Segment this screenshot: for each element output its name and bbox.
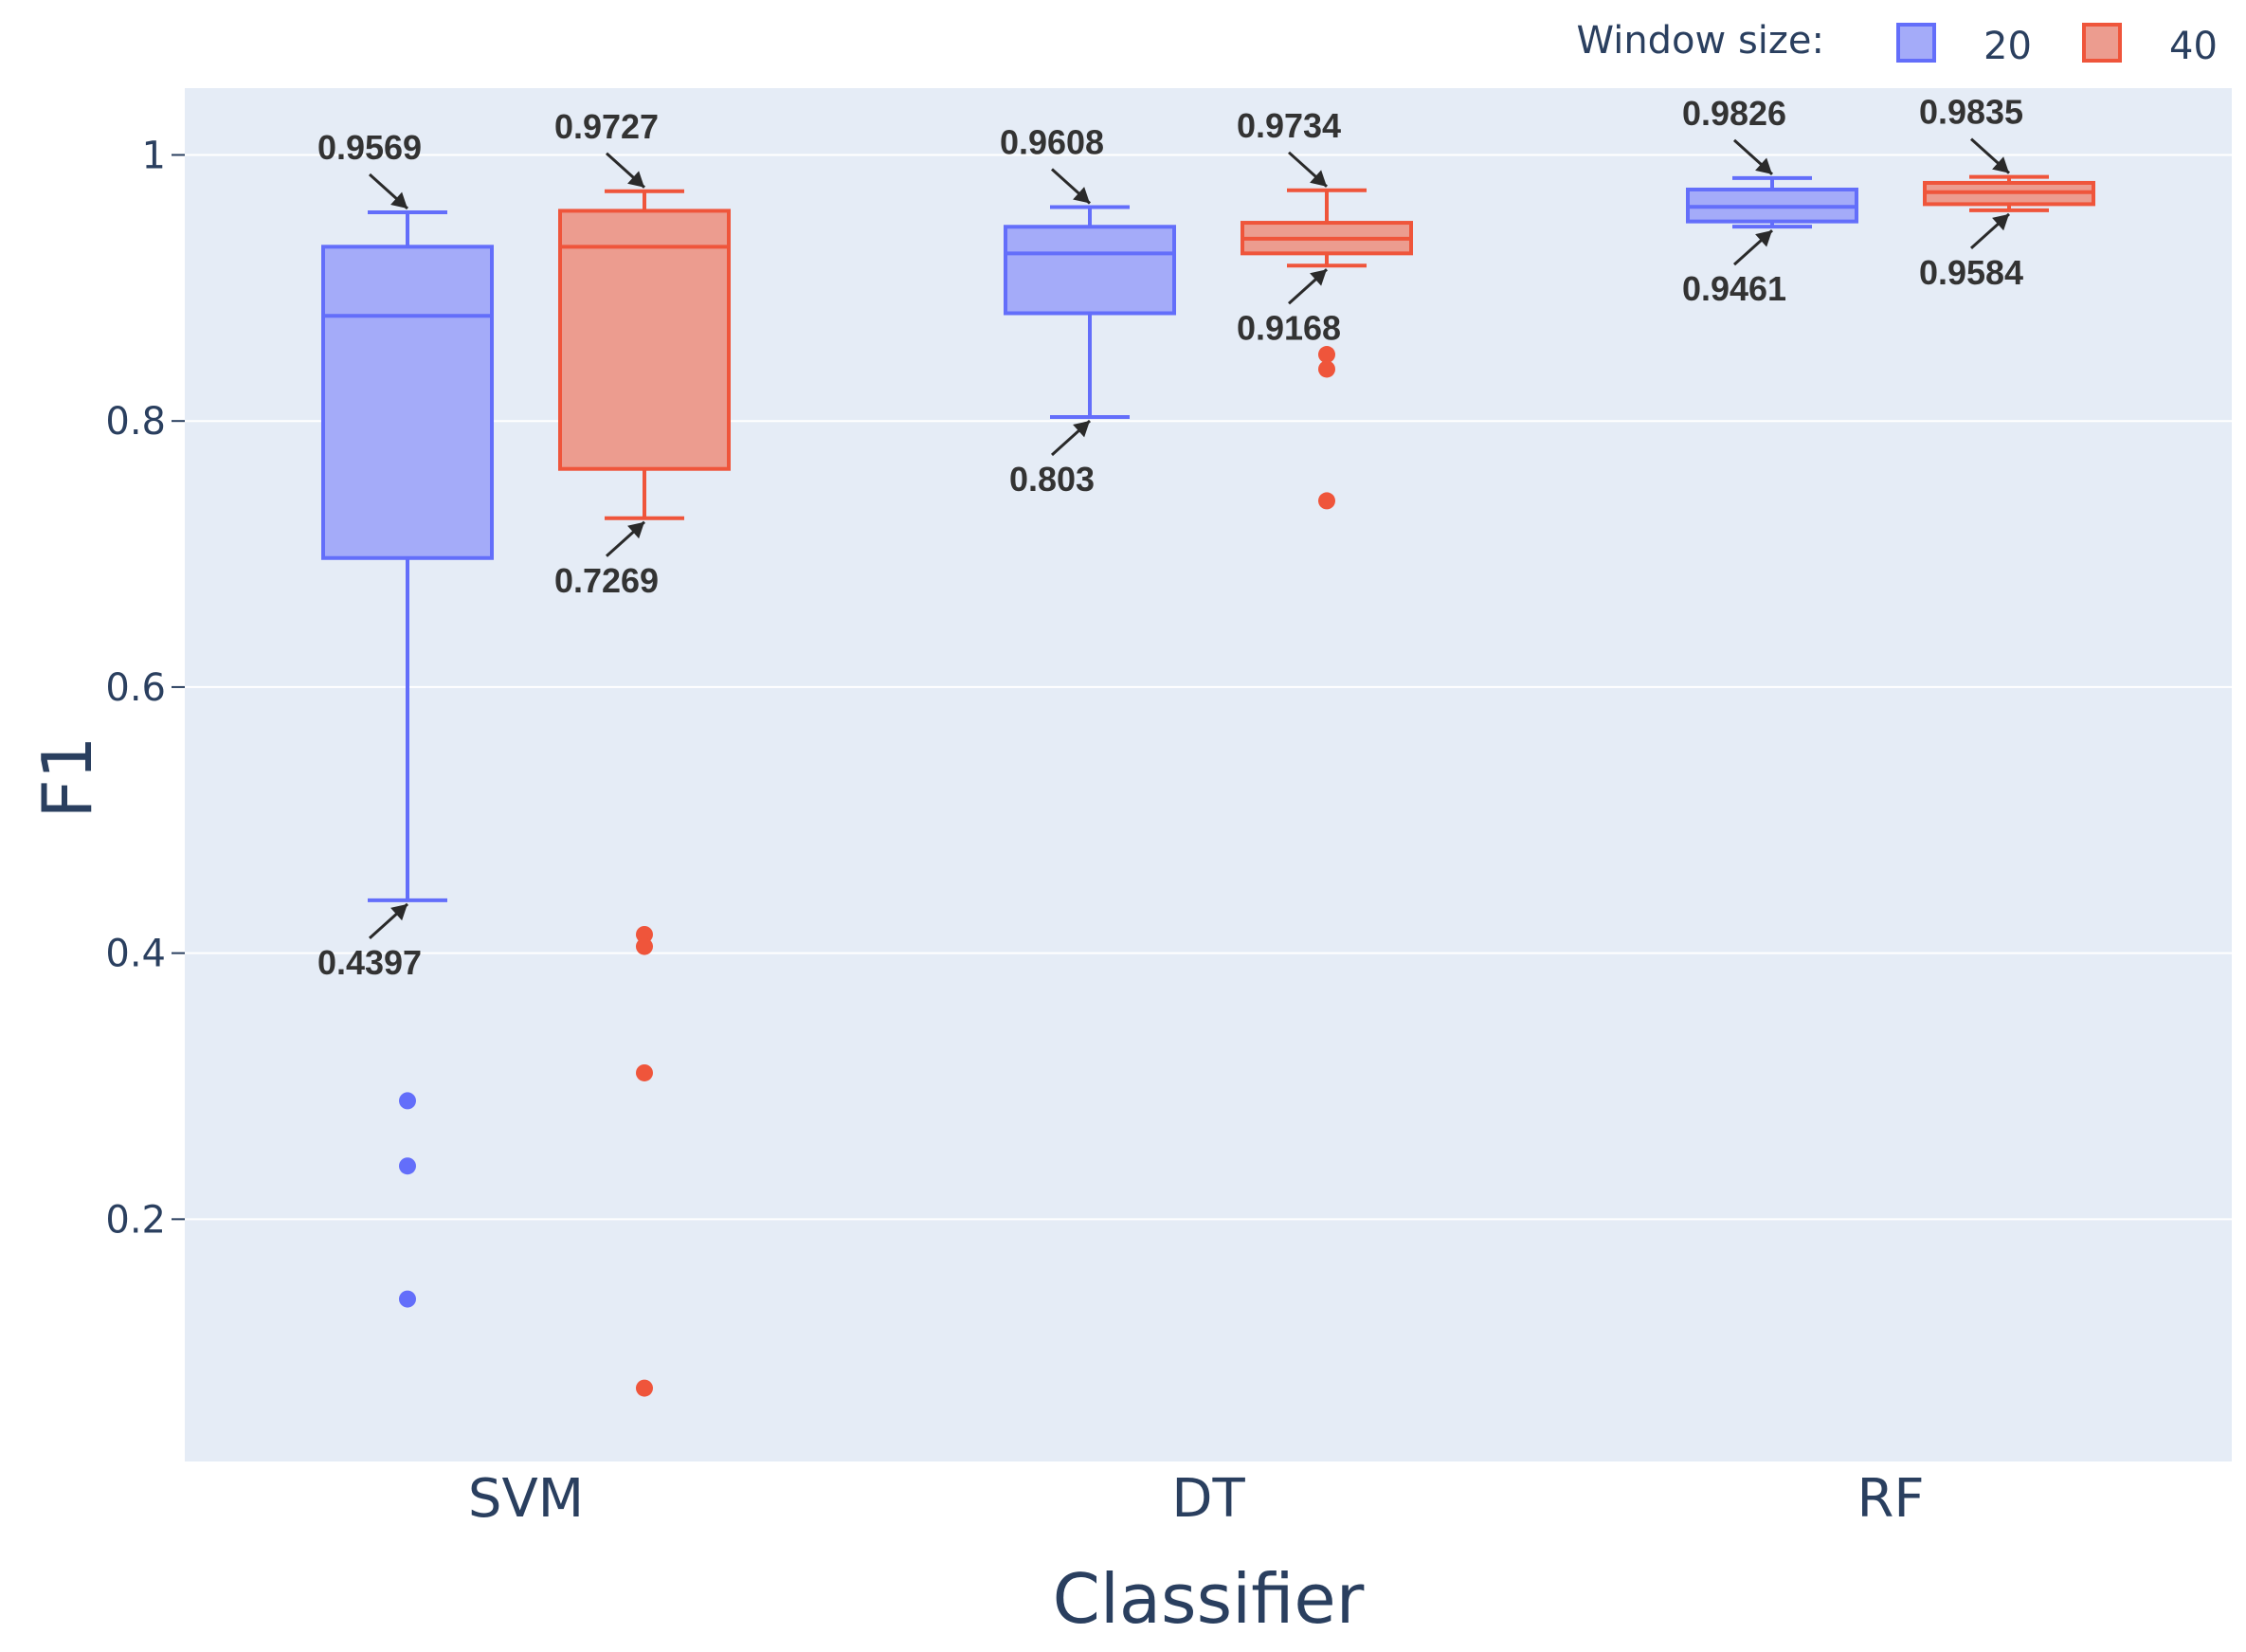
legend-label-20: 20 — [1983, 25, 2032, 68]
annotation-arrow-head — [390, 191, 408, 209]
y-axis-title: F1 — [27, 735, 107, 818]
annotation-label: 0.9461 — [1682, 269, 1786, 308]
annotation-label: 0.9168 — [1237, 308, 1341, 347]
annotation-label: 0.803 — [1009, 460, 1095, 499]
y-tick-label-0.6: 0.6 — [105, 666, 166, 710]
annotation-0.9727: 0.9727 — [554, 107, 659, 189]
annotation-arrow-head — [627, 521, 644, 539]
legend-label-40: 40 — [2169, 25, 2218, 68]
annotations: 0.9569 0.4397 0.9608 0.803 0.9826 0.9461 0.972… — [317, 93, 2023, 982]
annotation-label: 0.7269 — [554, 561, 659, 600]
outlier-point-4 — [636, 1379, 653, 1397]
annotation-0.9734: 0.9734 — [1237, 106, 1341, 188]
annotation-arrow-head — [1992, 156, 2009, 173]
x-category-label-svm: SVM — [468, 1468, 584, 1530]
box-svm-20 — [321, 209, 494, 1308]
annotation-label: 0.9584 — [1919, 253, 2023, 292]
annotation-label: 0.4397 — [317, 943, 422, 982]
legend-swatch-20 — [1896, 23, 1936, 63]
box-rf-40 — [1923, 174, 2095, 212]
legend: Window size: 20 40 — [1577, 19, 2218, 68]
gridlines — [185, 154, 2232, 1221]
x-category-label-rf: RF — [1857, 1468, 1924, 1530]
annotation-label: 0.9727 — [554, 107, 659, 146]
annotation-arrow-head — [1992, 213, 2009, 231]
legend-title: Window size: — [1577, 19, 1824, 63]
outlier-point-2 — [636, 937, 653, 955]
annotation-0.9569: 0.9569 — [317, 128, 422, 210]
box-iqr — [1004, 225, 1176, 316]
annotation-arrow-head — [1073, 420, 1090, 438]
outlier-point-3 — [1318, 492, 1335, 510]
annotation-0.4397: 0.4397 — [317, 902, 422, 982]
box-iqr — [321, 245, 494, 560]
box-svm-40 — [558, 189, 731, 1397]
outlier-point-3 — [636, 1063, 653, 1081]
annotation-arrow-head — [1755, 230, 1772, 247]
y-axis-ticks: 0.2 0.4 0.6 0.8 1 — [105, 134, 185, 1242]
annotation-arrow-head — [627, 171, 644, 188]
annotation-0.9826: 0.9826 — [1682, 94, 1786, 176]
annotation-arrow-head — [1755, 157, 1772, 174]
annotation-arrow-head — [1073, 187, 1090, 204]
legend-item-40[interactable]: 40 — [2082, 23, 2218, 68]
outlier-point-2 — [399, 1157, 416, 1175]
outlier-point-1 — [636, 925, 653, 943]
outlier-point-3 — [399, 1290, 416, 1308]
annotation-label: 0.9569 — [317, 128, 422, 167]
x-category-label-dt: DT — [1171, 1468, 1245, 1530]
legend-swatch-40 — [2082, 23, 2122, 63]
annotation-0.9168: 0.9168 — [1237, 268, 1341, 347]
outlier-point-2 — [1318, 360, 1335, 378]
x-axis-title: Classifier — [1053, 1559, 1365, 1639]
y-tick-label-1: 1 — [142, 134, 166, 177]
outlier-point-1 — [399, 1092, 416, 1110]
plot-area — [185, 88, 2232, 1461]
box-dt-40 — [1241, 188, 1413, 510]
box-rf-20 — [1686, 175, 1858, 229]
annotation-0.9584: 0.9584 — [1919, 212, 2023, 292]
outlier-point-1 — [1318, 346, 1335, 364]
box-dt-20 — [1004, 205, 1176, 419]
y-tick-label-0.4: 0.4 — [105, 933, 166, 976]
annotation-label: 0.9734 — [1237, 106, 1341, 145]
annotation-label: 0.9826 — [1682, 94, 1786, 133]
annotation-arrow-head — [1310, 269, 1327, 286]
annotation-label: 0.9608 — [1000, 122, 1104, 161]
annotation-0.9461: 0.9461 — [1682, 229, 1786, 308]
annotation-label: 0.9835 — [1919, 93, 2023, 132]
annotation-0.9608: 0.9608 — [1000, 122, 1104, 205]
box-series — [321, 174, 2095, 1397]
y-tick-label-0.2: 0.2 — [105, 1198, 166, 1242]
annotation-arrow-head — [1310, 170, 1327, 187]
annotation-0.9835: 0.9835 — [1919, 93, 2023, 174]
annotation-0.7269: 0.7269 — [554, 520, 659, 600]
box-iqr — [558, 209, 731, 471]
annotation-0.803: 0.803 — [1009, 419, 1095, 499]
x-axis-categories: SVM DT RF — [468, 1468, 1925, 1530]
legend-item-20[interactable]: 20 — [1896, 23, 2032, 68]
annotation-arrow-head — [390, 903, 408, 921]
y-tick-label-0.8: 0.8 — [105, 400, 166, 444]
